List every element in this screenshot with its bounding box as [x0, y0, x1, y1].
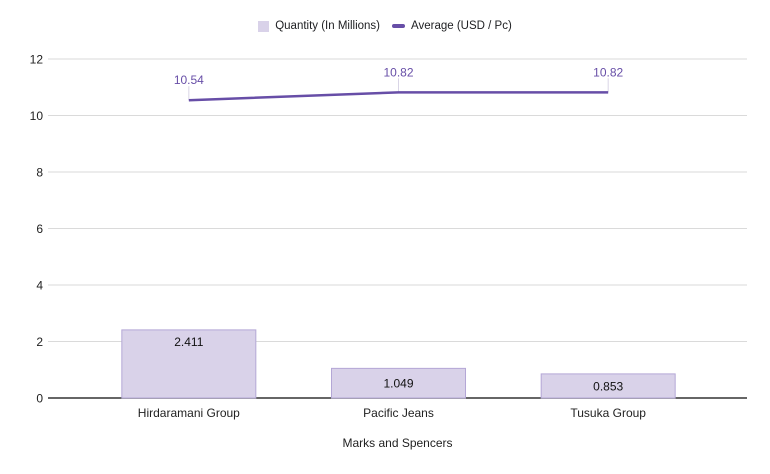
legend: Quantity (In Millions) Average (USD / Pc… — [0, 20, 770, 32]
line-value-label: 10.54 — [174, 73, 204, 87]
legend-item-average[interactable]: Average (USD / Pc) — [392, 20, 512, 32]
y-tick-label: 8 — [36, 166, 43, 180]
y-tick-label: 6 — [36, 222, 43, 236]
y-tick-label: 10 — [30, 109, 44, 123]
bar-2[interactable] — [331, 367, 467, 399]
line-value-label: 10.82 — [383, 65, 413, 79]
y-tick-label: 0 — [36, 392, 43, 406]
x-category-label: Pacific Jeans — [363, 406, 434, 420]
x-category-label: Hirdaramani Group — [138, 406, 240, 420]
y-tick-label: 12 — [30, 53, 44, 67]
legend-item-quantity[interactable]: Quantity (In Millions) — [258, 20, 380, 32]
average-line[interactable] — [188, 91, 609, 102]
line-value-label: 10.82 — [593, 65, 623, 79]
bar-1[interactable] — [121, 329, 257, 399]
quantity-bar-swatch-icon — [258, 20, 270, 32]
bar-3[interactable] — [540, 373, 676, 399]
legend-label-average: Average (USD / Pc) — [411, 20, 512, 32]
bar-value-label: 0.853 — [593, 379, 623, 393]
y-tick-label: 2 — [36, 335, 43, 349]
bar-value-label: 2.411 — [174, 335, 203, 349]
x-axis-title: Marks and Spencers — [342, 436, 453, 450]
average-line-swatch-icon — [392, 24, 406, 28]
bar-value-label: 1.049 — [383, 377, 413, 391]
y-tick-label: 4 — [36, 279, 43, 293]
legend-label-quantity: Quantity (In Millions) — [275, 20, 381, 32]
x-category-label: Tusuka Group — [570, 406, 646, 420]
